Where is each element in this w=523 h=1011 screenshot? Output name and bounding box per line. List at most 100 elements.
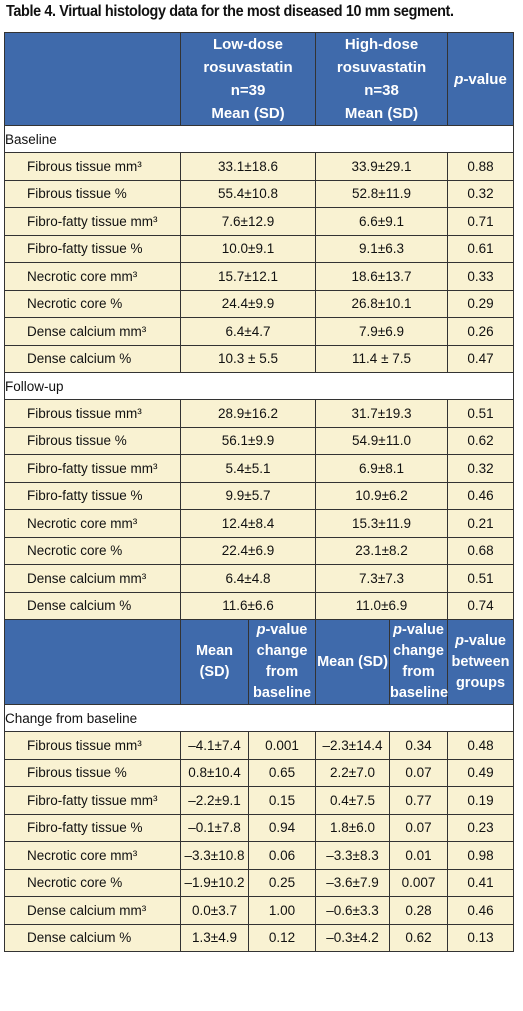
high-dose-value: 10.9±6.2 <box>315 481 449 510</box>
header2-p-between-line: p-value <box>448 631 513 652</box>
high-dose-value: 54.9±11.0 <box>315 426 449 455</box>
high-dose-value: 6.9±8.1 <box>315 454 449 483</box>
row-label: Dense calcium % <box>4 344 181 373</box>
p-between-groups: 0.48 <box>447 731 515 760</box>
high-dose-value: 33.9±29.1 <box>315 152 449 181</box>
row-label: Necrotic core % <box>4 289 181 318</box>
header2-p-between-line: between <box>451 653 510 670</box>
row-label: Fibrous tissue % <box>4 426 181 455</box>
table-row: Fibro-fatty tissue % 10.0±9.1 9.1±6.3 0.61 <box>4 234 515 263</box>
low-dose-p-change: 0.12 <box>247 923 317 952</box>
high-dose-p-change: 0.77 <box>389 786 449 815</box>
table-row: Fibro-fatty tissue % 9.9±5.7 10.9±6.2 0.46 <box>4 481 515 510</box>
high-dose-value: 7.3±7.3 <box>315 564 449 593</box>
low-dose-change: 1.3±4.9 <box>180 923 249 952</box>
header-row-groups: Low-dose rosuvastatin n=39 Mean (SD) Hig… <box>4 32 515 126</box>
p-between-groups: 0.46 <box>447 896 515 925</box>
high-dose-p-change: 0.62 <box>389 923 449 952</box>
high-dose-value: 23.1±8.2 <box>315 536 449 565</box>
low-dose-value: 22.4±6.9 <box>179 536 317 565</box>
low-dose-change: 0.0±3.7 <box>180 896 249 925</box>
p-value: 0.62 <box>447 426 515 455</box>
header-p-italic: p <box>454 70 464 88</box>
high-dose-value: 11.4 ± 7.5 <box>315 344 449 373</box>
table-row: Dense calcium % 10.3 ± 5.5 11.4 ± 7.5 0.47 <box>4 344 515 373</box>
table-row: Fibro-fatty tissue mm³ 5.4±5.1 6.9±8.1 0.32 <box>4 454 515 483</box>
high-dose-value: 7.9±6.9 <box>315 317 449 346</box>
p-value: 0.71 <box>447 207 515 236</box>
table-row: Necrotic core % 22.4±6.9 23.1±8.2 0.68 <box>4 536 515 565</box>
table-row: Fibrous tissue % 56.1±9.9 54.9±11.0 0.62 <box>4 426 515 455</box>
high-dose-value: 11.0±6.9 <box>315 591 449 620</box>
table-row: Necrotic core mm³ 15.7±12.1 18.6±13.7 0.33 <box>4 262 515 291</box>
header2-p-between-line: groups <box>455 674 506 691</box>
high-dose-value: 52.8±11.9 <box>315 179 449 208</box>
high-dose-change: 2.2±7.0 <box>315 758 391 787</box>
low-dose-p-change: 0.94 <box>247 813 317 842</box>
table-row: Fibrous tissue % 0.8±10.4 0.65 2.2±7.0 0.07 0… <box>4 758 515 787</box>
header-low-dose: Low-dose rosuvastatin n=39 Mean (SD) <box>179 32 317 126</box>
low-dose-value: 6.4±4.7 <box>179 317 317 346</box>
high-dose-value: 18.6±13.7 <box>315 262 449 291</box>
header2-low-p-change-p-rest: -value <box>265 622 308 638</box>
p-between-groups: 0.98 <box>447 841 515 870</box>
row-label: Dense calcium % <box>4 591 181 620</box>
p-value: 0.51 <box>447 399 515 428</box>
p-value: 0.33 <box>447 262 515 291</box>
low-dose-value: 33.1±18.6 <box>179 152 317 181</box>
virtual-histology-table: Low-dose rosuvastatin n=39 Mean (SD) Hig… <box>3 32 515 952</box>
p-value: 0.29 <box>447 289 515 318</box>
table-row: Dense calcium mm³ 0.0±3.7 1.00 –0.6±3.3 0.28… <box>4 896 515 925</box>
low-dose-change: –1.9±10.2 <box>180 868 249 897</box>
high-dose-change: 0.4±7.5 <box>315 786 391 815</box>
row-label: Fibro-fatty tissue mm³ <box>4 454 181 483</box>
p-between-groups: 0.13 <box>447 923 515 952</box>
low-dose-change: –0.1±7.8 <box>180 813 249 842</box>
row-label: Necrotic core mm³ <box>4 509 181 538</box>
section-change-row: Change from baseline <box>3 704 515 732</box>
row-label: Necrotic core mm³ <box>4 841 181 870</box>
low-dose-p-change: 0.25 <box>247 868 317 897</box>
header-low-line: Low-dose <box>213 36 283 53</box>
high-dose-change: 1.8±6.0 <box>315 813 391 842</box>
header2-low-p-change-line: change <box>256 643 308 659</box>
low-dose-value: 56.1±9.9 <box>179 426 317 455</box>
high-dose-change: –2.3±14.4 <box>315 731 391 760</box>
low-dose-p-change: 0.15 <box>247 786 317 815</box>
low-dose-change: –3.3±10.8 <box>180 841 249 870</box>
high-dose-change: –3.6±7.9 <box>315 868 391 897</box>
row-label: Fibrous tissue mm³ <box>4 731 181 760</box>
table-row: Necrotic core % 24.4±9.9 26.8±10.1 0.29 <box>4 289 515 318</box>
row-label: Dense calcium mm³ <box>4 564 181 593</box>
high-dose-p-change: 0.007 <box>389 868 449 897</box>
low-dose-change: –2.2±9.1 <box>180 786 249 815</box>
row-label: Dense calcium % <box>4 923 181 952</box>
p-value: 0.32 <box>447 179 515 208</box>
header-high-line: Mean (SD) <box>344 105 419 122</box>
low-dose-value: 12.4±8.4 <box>179 509 317 538</box>
header-low-line: n=39 <box>230 82 266 99</box>
table-row: Necrotic core mm³ 12.4±8.4 15.3±11.9 0.21 <box>4 509 515 538</box>
table-row: Fibrous tissue mm³ –4.1±7.4 0.001 –2.3±14.4… <box>4 731 515 760</box>
row-label: Fibro-fatty tissue % <box>4 481 181 510</box>
header2-blank <box>4 619 181 705</box>
high-dose-change: –3.3±8.3 <box>315 841 391 870</box>
low-dose-value: 55.4±10.8 <box>179 179 317 208</box>
high-dose-change: –0.3±4.2 <box>315 923 391 952</box>
row-label: Fibro-fatty tissue % <box>4 234 181 263</box>
table-row: Fibro-fatty tissue mm³ 7.6±12.9 6.6±9.1 0.7… <box>4 207 515 236</box>
header-blank <box>4 32 181 126</box>
p-value: 0.47 <box>447 344 515 373</box>
low-dose-p-change: 0.06 <box>247 841 317 870</box>
low-dose-p-change: 0.65 <box>247 758 317 787</box>
header-high-line: High-dose <box>344 36 419 53</box>
header-high-dose: High-dose rosuvastatin n=38 Mean (SD) <box>315 32 449 126</box>
table-row: Fibro-fatty tissue mm³ –2.2±9.1 0.15 0.4±7.… <box>4 786 515 815</box>
high-dose-p-change: 0.28 <box>389 896 449 925</box>
header2-high-p-change-line: baseline <box>390 685 449 701</box>
header2-p-between-p-italic: p <box>455 632 464 649</box>
p-value: 0.46 <box>447 481 515 510</box>
header-high-line: n=38 <box>364 82 399 99</box>
p-value: 0.32 <box>447 454 515 483</box>
